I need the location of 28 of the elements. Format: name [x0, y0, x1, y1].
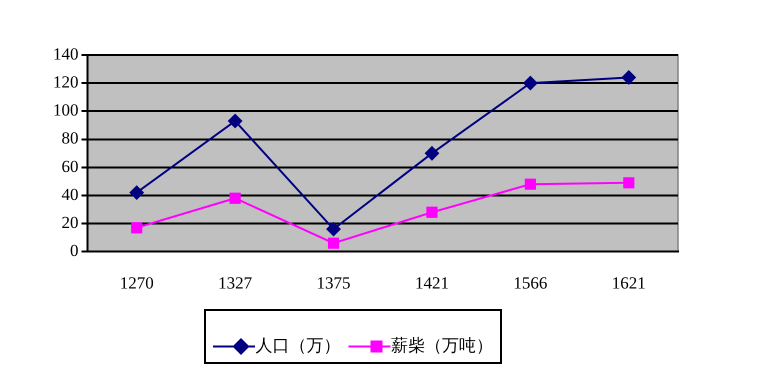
point — [523, 76, 538, 90]
x-tick-label: 1621 — [612, 273, 646, 292]
point — [230, 192, 241, 204]
point — [131, 222, 142, 234]
point — [622, 70, 636, 84]
point — [328, 238, 340, 249]
y-tick-label: 0 — [70, 241, 78, 260]
y-tick-label: 120 — [53, 72, 78, 92]
y-tick-label: 100 — [53, 100, 78, 120]
point — [524, 178, 536, 190]
point — [623, 177, 634, 188]
point — [130, 186, 144, 200]
legend-label: 人口（万） — [256, 336, 340, 355]
y-tick-label: 140 — [53, 44, 78, 64]
legend-label: 薪柴（万吨） — [391, 336, 493, 355]
y-tick-label: 80 — [62, 128, 78, 148]
x-tick-label: 1421 — [414, 273, 449, 292]
x-tick-label: 1270 — [120, 273, 154, 292]
x-tick-label: 1566 — [513, 273, 548, 292]
point — [228, 114, 242, 128]
x-tick-label: 1327 — [218, 273, 253, 292]
point — [426, 206, 438, 218]
point — [424, 146, 439, 160]
point — [326, 222, 341, 236]
x-tick-label: 1375 — [316, 273, 351, 292]
y-tick-label: 40 — [62, 184, 78, 204]
y-tick-label: 20 — [62, 212, 78, 232]
y-tick-label: 60 — [62, 156, 78, 176]
